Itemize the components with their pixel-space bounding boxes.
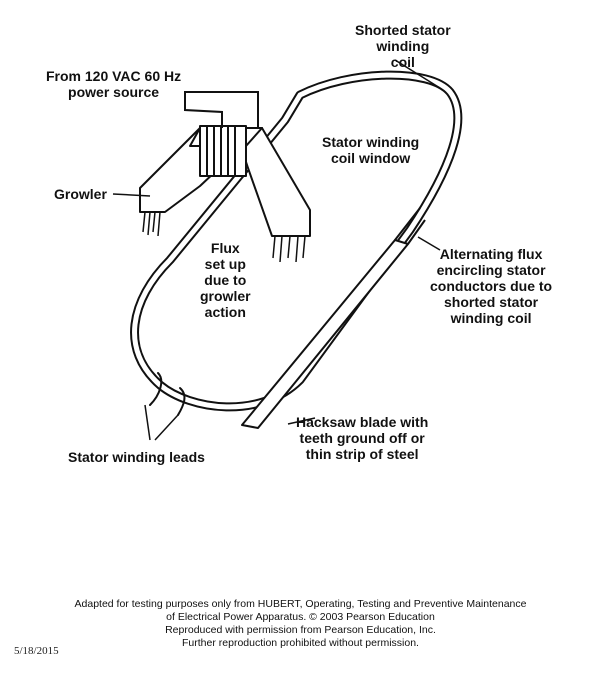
callout-leaders [112, 59, 441, 441]
label-hacksaw: Hacksaw blade with teeth ground off or thi… [296, 414, 429, 462]
date-stamp: 5/18/2015 [14, 645, 59, 657]
growler-icon [139, 125, 311, 237]
stator-winding-leads [149, 372, 186, 416]
label-alternating-flux: Alternating flux encircling stator conduct… [430, 246, 553, 326]
stator-winding-coil [130, 70, 463, 412]
growler-winding [199, 125, 247, 177]
label-power-source: From 120 VAC 60 Hz power source [46, 68, 182, 100]
power-cord [184, 91, 259, 128]
label-coil-window: Stator winding coil window [322, 134, 420, 166]
credit-notice: Adapted for testing purposes only from H… [74, 598, 527, 649]
label-growler: Growler [54, 186, 107, 202]
flux-lines [142, 211, 306, 263]
hacksaw-blade [241, 207, 426, 429]
label-shorted-coil: Shorted stator winding coil [355, 22, 451, 70]
label-stator-leads: Stator winding leads [68, 449, 205, 465]
label-flux: Flux set up due to growler action [200, 240, 251, 320]
